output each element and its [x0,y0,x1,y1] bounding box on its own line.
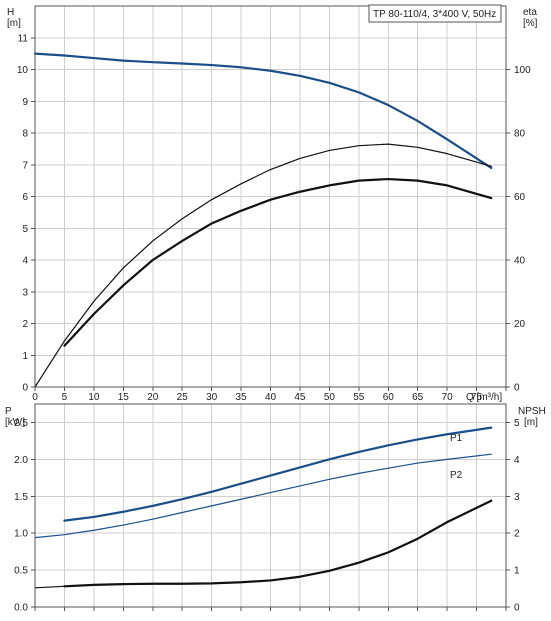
head-x-tick-label: 45 [294,392,306,403]
head-left-tick-label: 11 [18,33,29,44]
power-left-tick-label: 1.0 [14,529,28,540]
head-right-tick-label: 60 [514,192,526,203]
head-left-tick-label: 9 [22,97,28,108]
p2-curve-label: P2 [450,470,463,481]
power-right-tick-label: 0 [514,603,520,614]
power-npsh-curves [34,426,493,589]
head-right-tick-label: 0 [514,383,520,394]
head-left-tick-label: 10 [17,65,29,76]
power-series-3-line [63,499,493,588]
efficiency-axis-label: eta [523,7,537,18]
power-left-tick-label: 2.5 [14,418,28,429]
head-left-tick-label: 6 [22,192,28,203]
head-left-tick-label: 3 [22,287,28,298]
power-axes: 0.0 0.5 1.0 1.5 2.0 2.5 0 1 2 3 4 5 [14,418,520,614]
head-right-tick-label: 20 [514,319,526,330]
head-x-tick-label: 5 [62,392,68,403]
head-x-tick-label: 0 [32,392,38,403]
head-right-tick-label: 100 [514,65,531,76]
power-series-1-line [34,453,492,539]
head-axis-label: H [7,7,14,18]
head-series-1-line [34,143,492,388]
p1-curve-label: P1 [450,433,463,444]
head-left-tick-label: 7 [22,160,28,171]
head-left-tick-label: 5 [22,224,28,235]
power-right-tick-label: 5 [514,418,520,429]
power-axis-label: P [5,406,12,417]
head-x-tick-label: 50 [324,392,336,403]
flow-axis-label: Q [m³/h] [466,392,502,403]
power-axis-unit: [kW] [5,417,25,428]
power-left-tick-label: 2.0 [14,455,28,466]
head-left-tick-label: 2 [22,319,28,330]
npsh-axis-unit: [m] [524,417,538,428]
head-left-tick-label: 8 [22,129,28,140]
power-right-tick-label: 4 [514,455,520,466]
power-series-2-line [34,585,66,589]
power-npsh-panel: 0.0 0.5 1.0 1.5 2.0 2.5 0 1 2 3 4 5 P [kW] NPSH [m]… [5,403,546,614]
head-x-tick-label: 60 [383,392,395,403]
head-x-tick-label: 70 [442,392,454,403]
head-efficiency-curves [33,52,493,388]
head-x-tick-label: 65 [412,392,424,403]
head-right-tick-label: 80 [514,129,526,140]
power-left-tick-label: 0.0 [14,603,28,614]
head-left-tick-label: 4 [22,256,28,267]
head-left-tick-label: 1 [22,351,28,362]
head-x-tick-label: 30 [206,392,218,403]
head-series-0-line [33,52,493,170]
power-right-tick-label: 3 [514,492,520,503]
power-right-tick-label: 2 [514,529,520,540]
npsh-axis-label: NPSH [518,406,546,417]
head-series-2-line [63,177,493,347]
power-left-tick-label: 0.5 [14,566,28,577]
head-x-tick-label: 55 [353,392,365,403]
power-series-0-line [63,426,493,522]
head-left-tick-label: 0 [22,383,28,394]
head-grid [34,6,507,388]
chart-title: TP 80-110/4, 3*400 V, 50Hz [373,9,496,20]
head-x-tick-label: 35 [236,392,248,403]
power-right-tick-label: 1 [514,566,520,577]
head-x-tick-label: 10 [88,392,100,403]
head-x-tick-label: 20 [147,392,159,403]
head-right-tick-label: 40 [514,256,526,267]
title-box [368,4,502,23]
power-left-tick-label: 1.5 [14,492,28,503]
head-x-tick-label: 40 [265,392,277,403]
head-axis-unit: [m] [7,18,21,29]
efficiency-axis-unit: [%] [523,18,538,29]
head-x-tick-label: 25 [177,392,189,403]
power-grid [34,404,507,608]
head-x-tick-label: 75 [471,392,483,403]
head-x-tick-label: 15 [118,392,130,403]
